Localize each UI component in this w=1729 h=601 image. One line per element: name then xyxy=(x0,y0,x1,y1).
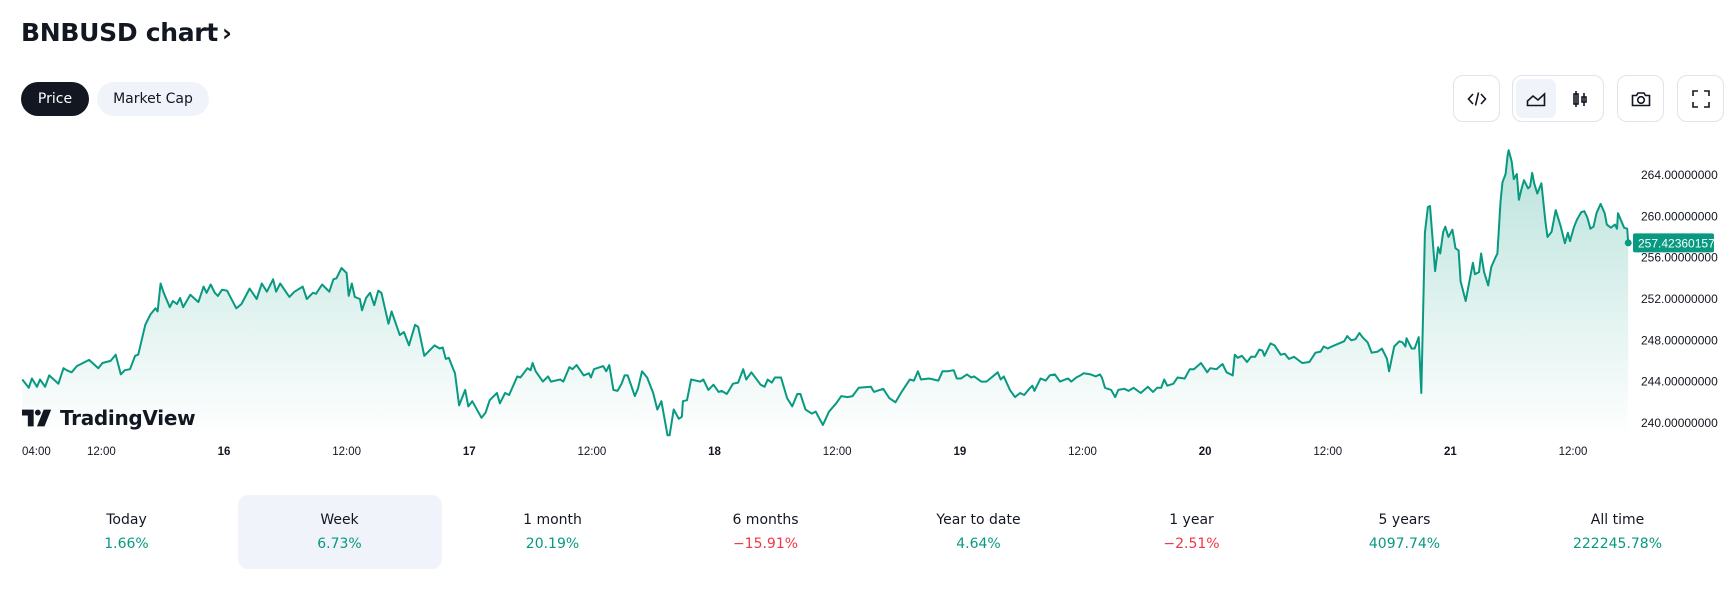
stat-period-1-month[interactable]: 1 month 20.19% xyxy=(446,495,659,569)
performance-stats: Today 1.66% Week 6.73% 1 month 20.19% 6 months… xyxy=(20,495,1724,569)
stat-label: All time xyxy=(1590,512,1645,528)
stat-period-year-to-date[interactable]: Year to date 4.64% xyxy=(872,495,1085,569)
last-price-dot xyxy=(1624,239,1632,247)
stat-period-6-months[interactable]: 6 months −15.91% xyxy=(659,495,872,569)
y-tick-label: 248.00000000 xyxy=(1641,333,1718,347)
fullscreen-icon xyxy=(1691,89,1710,108)
embed-code-button[interactable] xyxy=(1453,75,1500,122)
x-tick-label: 16 xyxy=(218,446,231,458)
camera-snapshot-icon xyxy=(1631,91,1650,106)
x-tick-label: 04:00 xyxy=(22,446,51,458)
stat-label: Today xyxy=(106,512,147,528)
stat-period-today[interactable]: Today 1.66% xyxy=(20,495,233,569)
area-chart-icon xyxy=(1526,91,1546,106)
stat-value: 222245.78% xyxy=(1572,536,1662,552)
y-tick-label: 252.00000000 xyxy=(1641,292,1718,306)
tradingview-watermark[interactable]: TradingView xyxy=(22,406,196,430)
stat-label: Week xyxy=(320,512,359,528)
x-tick-label: 12:00 xyxy=(1313,446,1342,458)
snapshot-button[interactable] xyxy=(1617,75,1664,122)
stat-value: −2.51% xyxy=(1163,536,1220,552)
stat-label: Year to date xyxy=(936,512,1021,528)
stat-period-all-time[interactable]: All time 222245.78% xyxy=(1511,495,1724,569)
x-tick-label: 17 xyxy=(463,446,476,458)
candlestick-chart-button[interactable] xyxy=(1560,79,1600,118)
page-title: BNBUSD chart xyxy=(21,18,218,47)
stat-value: 20.19% xyxy=(525,536,580,552)
stat-value: −15.91% xyxy=(732,536,799,552)
stat-period-week[interactable]: Week 6.73% xyxy=(237,495,442,569)
x-tick-label: 20 xyxy=(1199,446,1212,458)
x-tick-label: 21 xyxy=(1444,446,1457,458)
x-tick-label: 19 xyxy=(953,446,966,458)
tradingview-logo-icon xyxy=(22,409,52,427)
x-tick-label: 18 xyxy=(708,446,721,458)
y-tick-label: 260.00000000 xyxy=(1641,209,1718,223)
stat-value: 1.66% xyxy=(104,536,149,552)
price-area-fill xyxy=(22,150,1629,437)
area-chart-button[interactable] xyxy=(1516,79,1556,118)
x-tick-label: 12:00 xyxy=(1559,446,1588,458)
y-tick-label: 244.00000000 xyxy=(1641,375,1718,389)
stat-label: 1 month xyxy=(523,512,582,528)
chevron-right-icon: › xyxy=(221,18,232,47)
x-tick-label: 12:00 xyxy=(578,446,607,458)
stat-value: 4097.74% xyxy=(1368,536,1441,552)
tab-market-cap[interactable]: Market Cap xyxy=(97,82,209,116)
last-price-badge: 257.42360157 xyxy=(1633,233,1715,253)
watermark-text: TradingView xyxy=(60,406,196,430)
y-tick-label: 264.00000000 xyxy=(1641,168,1718,182)
x-tick-label: 12:00 xyxy=(87,446,116,458)
candlestick-icon xyxy=(1573,90,1587,107)
x-tick-label: 12:00 xyxy=(1068,446,1097,458)
x-tick-label: 12:00 xyxy=(823,446,852,458)
x-tick-label: 12:00 xyxy=(332,446,361,458)
y-tick-label: 256.00000000 xyxy=(1641,251,1718,265)
last-price-label: 257.42360157 xyxy=(1638,236,1715,250)
stat-label: 1 year xyxy=(1169,512,1214,528)
chart-title-link[interactable]: BNBUSD chart › xyxy=(21,18,232,47)
tab-price[interactable]: Price xyxy=(21,82,89,116)
stat-value: 4.64% xyxy=(956,536,1001,552)
stat-value: 6.73% xyxy=(317,536,362,552)
stat-period-1-year[interactable]: 1 year −2.51% xyxy=(1085,495,1298,569)
stat-period-5-years[interactable]: 5 years 4097.74% xyxy=(1298,495,1511,569)
price-chart[interactable]: 240.00000000 244.00000000 248.00000000 252.… xyxy=(0,130,1729,470)
stat-label: 6 months xyxy=(732,512,799,528)
stat-label: 5 years xyxy=(1378,512,1431,528)
y-tick-label: 240.00000000 xyxy=(1641,416,1718,430)
chart-type-group xyxy=(1512,75,1604,122)
code-embed-icon xyxy=(1466,91,1487,106)
fullscreen-button[interactable] xyxy=(1677,75,1724,122)
price-line xyxy=(21,149,1630,437)
